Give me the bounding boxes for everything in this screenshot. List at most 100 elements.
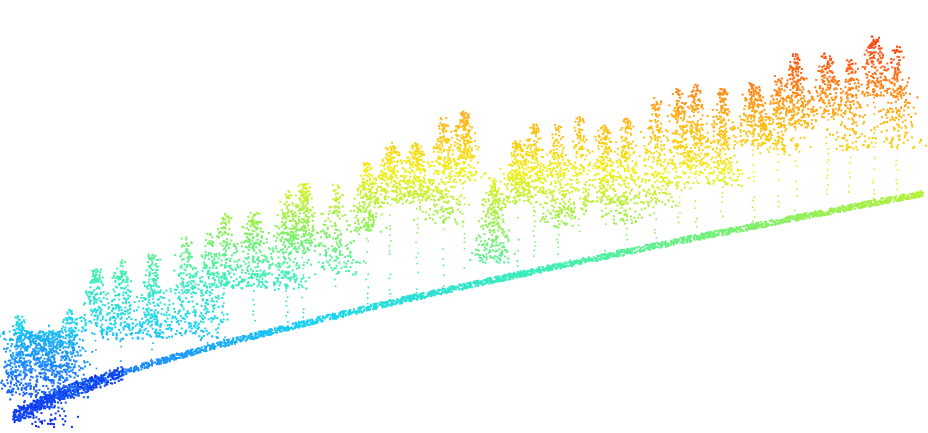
- point: [155, 358, 158, 361]
- point: [180, 354, 183, 357]
- point: [177, 320, 179, 322]
- point: [794, 219, 797, 222]
- point: [285, 290, 287, 292]
- point: [171, 315, 174, 318]
- point: [619, 250, 622, 253]
- point: [201, 348, 204, 351]
- point: [151, 290, 154, 293]
- point: [486, 277, 489, 280]
- point: [213, 315, 216, 318]
- point: [128, 301, 130, 304]
- point: [40, 398, 43, 401]
- point: [269, 330, 272, 333]
- point: [489, 280, 492, 283]
- point: [347, 313, 350, 316]
- point: [417, 252, 420, 255]
- point: [307, 324, 310, 326]
- point: [20, 321, 23, 324]
- point: [190, 286, 193, 289]
- point: [7, 372, 10, 374]
- point: [26, 349, 28, 352]
- point: [86, 361, 89, 363]
- point: [157, 304, 160, 307]
- point: [96, 317, 99, 319]
- point: [181, 243, 184, 246]
- point: [52, 393, 55, 396]
- point: [126, 277, 129, 280]
- point: [40, 403, 43, 406]
- point: [228, 228, 231, 231]
- point: [78, 392, 81, 395]
- point: [494, 280, 497, 283]
- point: [224, 266, 227, 269]
- point: [49, 419, 52, 422]
- point: [219, 341, 222, 344]
- point: [633, 247, 636, 250]
- point: [143, 298, 146, 301]
- point: [230, 285, 233, 288]
- point: [150, 363, 153, 366]
- point: [202, 334, 205, 337]
- point: [169, 354, 172, 357]
- point: [120, 308, 123, 311]
- point: [602, 254, 605, 257]
- point: [10, 382, 12, 385]
- point: [560, 263, 562, 266]
- point: [154, 361, 157, 364]
- point: [95, 349, 97, 351]
- point: [222, 275, 224, 278]
- point: [133, 370, 135, 373]
- point: [88, 378, 91, 381]
- point: [43, 375, 46, 377]
- point: [299, 321, 302, 324]
- point: [156, 315, 158, 318]
- point: [155, 321, 157, 324]
- point: [50, 403, 53, 406]
- point: [115, 285, 118, 288]
- point: [223, 340, 226, 343]
- point: [504, 276, 507, 279]
- point: [239, 281, 242, 283]
- point: [14, 329, 17, 332]
- point: [170, 320, 173, 323]
- point: [182, 283, 185, 286]
- point: [808, 217, 811, 220]
- point: [117, 278, 120, 281]
- point: [286, 296, 289, 299]
- point: [102, 291, 105, 293]
- point: [673, 241, 676, 244]
- point: [231, 340, 234, 343]
- point: [139, 328, 142, 331]
- point: [151, 362, 154, 364]
- point: [467, 282, 470, 285]
- point: [220, 344, 223, 347]
- point: [152, 318, 155, 321]
- point: [414, 297, 417, 300]
- point: [285, 305, 288, 307]
- point: [111, 300, 114, 303]
- point: [186, 244, 189, 247]
- point: [531, 269, 534, 271]
- point: [113, 369, 116, 372]
- point: [117, 306, 120, 309]
- point: [335, 273, 338, 275]
- point: [660, 242, 663, 245]
- point: [533, 249, 536, 252]
- point: [145, 297, 148, 300]
- point: [69, 390, 72, 393]
- point: [339, 315, 342, 318]
- point: [35, 406, 38, 409]
- point: [462, 287, 465, 290]
- point: [224, 258, 227, 261]
- point: [837, 209, 840, 212]
- point: [882, 202, 885, 204]
- point: [579, 260, 582, 263]
- point: [184, 251, 187, 254]
- point: [61, 387, 64, 390]
- point: [315, 322, 318, 324]
- point: [580, 259, 583, 262]
- point: [819, 215, 822, 218]
- point: [261, 331, 263, 334]
- point: [592, 256, 595, 259]
- point: [72, 397, 75, 399]
